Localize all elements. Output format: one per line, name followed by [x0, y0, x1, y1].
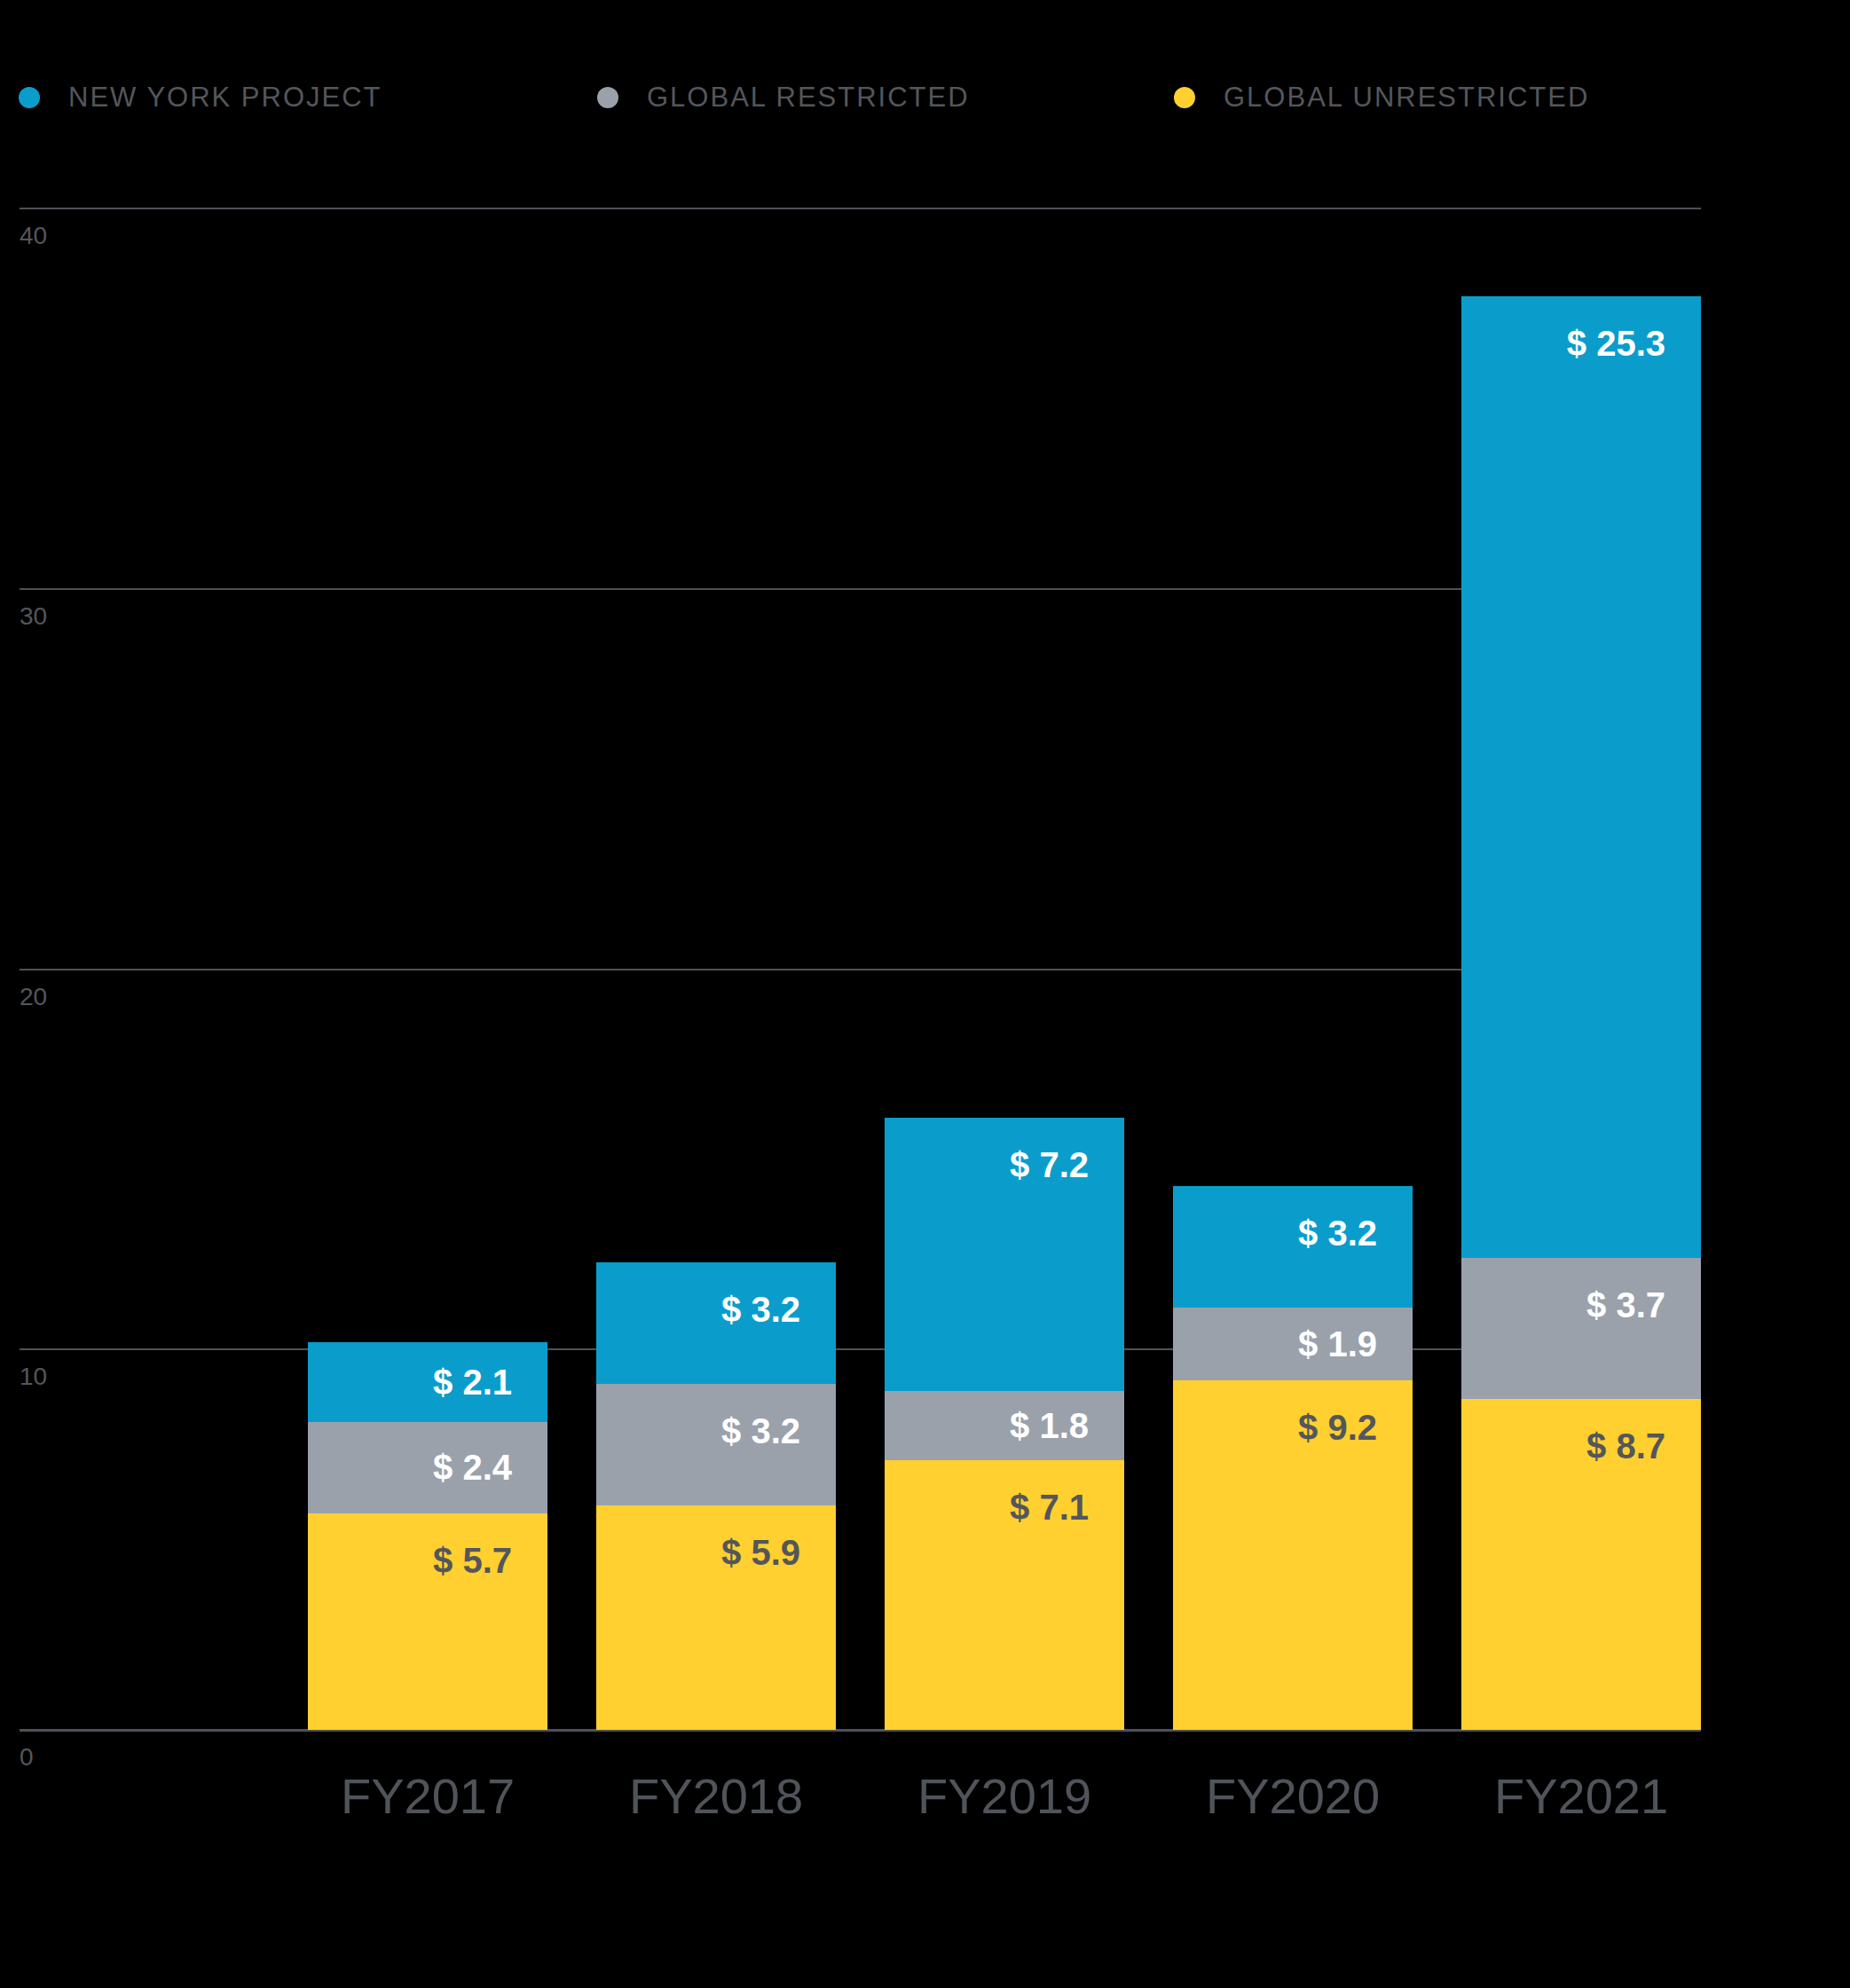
- y-tick-label: 10: [20, 1363, 47, 1391]
- gridline: [20, 588, 1701, 590]
- x-category-label: FY2021: [1494, 1767, 1668, 1825]
- x-category-label: FY2019: [917, 1767, 1091, 1825]
- bar-value-label: $ 2.1: [433, 1364, 512, 1400]
- legend-dot-global-restricted-icon: [597, 87, 618, 108]
- y-tick-label: 20: [20, 983, 47, 1011]
- bar-value-label: $ 7.1: [1010, 1489, 1089, 1525]
- bar-segment: $ 8.7: [1461, 1399, 1701, 1730]
- bar-segment: $ 2.1: [308, 1342, 547, 1422]
- legend-item-new-york-project: NEW YORK PROJECT: [19, 82, 382, 114]
- bar-segment: $ 1.8: [885, 1391, 1124, 1459]
- bar-segment: $ 2.4: [308, 1422, 547, 1513]
- legend-item-global-restricted: GLOBAL RESTRICTED: [597, 82, 970, 114]
- x-category-label: FY2018: [629, 1767, 803, 1825]
- y-tick-label: 40: [20, 222, 47, 250]
- bar-segment: $ 9.2: [1173, 1380, 1413, 1730]
- gridline: [20, 1348, 1701, 1350]
- bar-segment: $ 7.1: [885, 1460, 1124, 1730]
- bar-segment: $ 3.2: [596, 1384, 836, 1505]
- bar-value-label: $ 1.9: [1298, 1326, 1377, 1362]
- legend-item-global-unrestricted: GLOBAL UNRESTRICTED: [1174, 82, 1589, 114]
- x-category-label: FY2017: [341, 1767, 515, 1825]
- bar-value-label: $ 9.2: [1298, 1410, 1377, 1445]
- y-tick-label: 0: [20, 1743, 34, 1772]
- gridline: [20, 969, 1701, 970]
- bar-value-label: $ 25.3: [1567, 326, 1665, 361]
- bar-value-label: $ 5.7: [433, 1543, 512, 1578]
- bar-value-label: $ 3.2: [721, 1413, 800, 1449]
- bar-value-label: $ 3.7: [1586, 1287, 1665, 1323]
- legend-label: GLOBAL RESTRICTED: [647, 82, 970, 114]
- legend-label: GLOBAL UNRESTRICTED: [1224, 82, 1589, 114]
- bar-value-label: $ 3.2: [721, 1292, 800, 1327]
- y-tick-label: 30: [20, 602, 47, 631]
- bar-value-label: $ 3.2: [1298, 1215, 1377, 1251]
- bar-value-label: $ 2.4: [433, 1450, 512, 1485]
- bar-segment: $ 3.2: [596, 1262, 836, 1384]
- bar-value-label: $ 5.9: [721, 1535, 800, 1570]
- gridline: [20, 208, 1701, 209]
- x-category-label: FY2020: [1206, 1767, 1380, 1825]
- bar-value-label: $ 7.2: [1010, 1147, 1089, 1183]
- stacked-bar-chart: NEW YORK PROJECT GLOBAL RESTRICTED GLOBA…: [0, 0, 1850, 1988]
- bar-segment: $ 7.2: [885, 1118, 1124, 1392]
- bar-segment: $ 5.7: [308, 1513, 547, 1730]
- bar-segment: $ 3.7: [1461, 1258, 1701, 1399]
- x-axis-line: [20, 1729, 1701, 1732]
- bar-segment: $ 3.2: [1173, 1186, 1413, 1308]
- bar-segment: $ 25.3: [1461, 296, 1701, 1259]
- bar-value-label: $ 1.8: [1010, 1408, 1089, 1443]
- legend-dot-global-unrestricted-icon: [1174, 87, 1195, 108]
- bar-segment: $ 5.9: [596, 1505, 836, 1730]
- legend-label: NEW YORK PROJECT: [68, 82, 382, 114]
- bar-value-label: $ 8.7: [1586, 1428, 1665, 1464]
- legend-dot-new-york-project-icon: [19, 87, 40, 108]
- bar-segment: $ 1.9: [1173, 1308, 1413, 1379]
